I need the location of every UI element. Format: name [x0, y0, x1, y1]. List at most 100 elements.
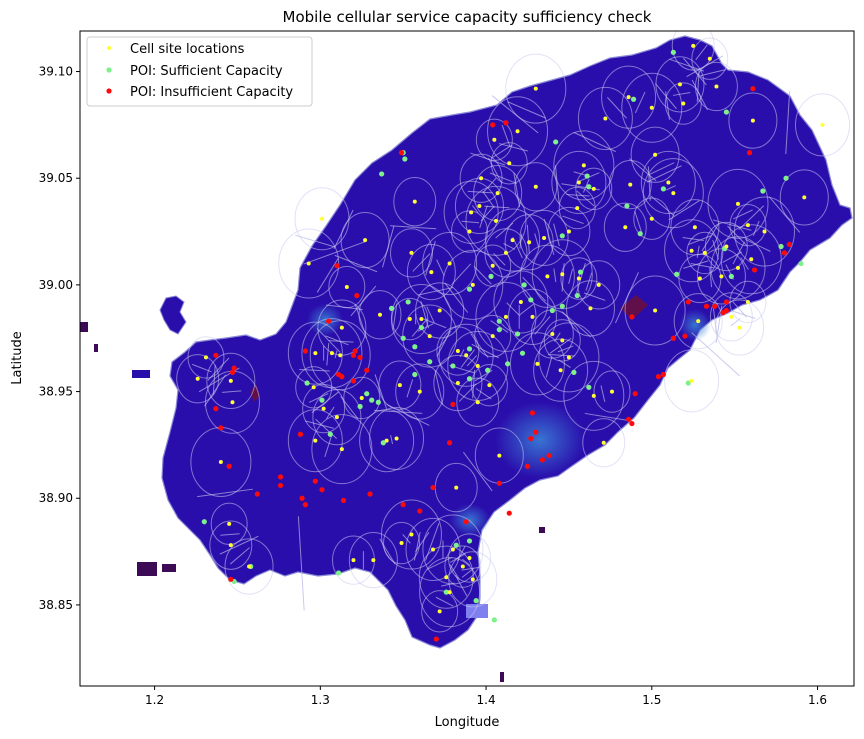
poi-sufficient-point: [400, 335, 406, 341]
voronoi-edge: [490, 144, 513, 159]
poi-sufficient-point: [624, 203, 630, 209]
legend-marker-cell-site: [107, 46, 111, 50]
poi-sufficient-point: [670, 49, 676, 55]
cell-site-point: [479, 176, 484, 181]
coverage-ring: [378, 360, 422, 410]
voronoi-edge: [672, 91, 691, 96]
voronoi-edge: [303, 241, 366, 265]
poi-insufficient-point: [746, 150, 753, 156]
cell-site-point: [397, 383, 402, 388]
voronoi-edge: [482, 177, 497, 194]
voronoi-edge: [549, 337, 572, 354]
voronoi-edge: [426, 556, 453, 570]
cell-site-point: [469, 210, 474, 215]
voronoi-edge: [568, 268, 573, 284]
voronoi-edge: [392, 303, 398, 331]
poi-sufficient-point: [577, 269, 584, 275]
cell-site-point: [470, 282, 475, 287]
voronoi-edge: [557, 345, 574, 353]
coverage-ring: [671, 31, 715, 71]
poi-insufficient-point: [528, 435, 534, 442]
coverage-ring: [507, 288, 557, 345]
poi-insufficient-point: [430, 484, 436, 491]
coverage-glow: [495, 402, 585, 478]
cell-site-point: [696, 319, 701, 324]
voronoi-edge: [691, 332, 740, 377]
voronoi-edge: [412, 253, 431, 272]
voronoi-edge: [545, 356, 553, 378]
voronoi-edge: [484, 205, 510, 209]
coverage-ring: [709, 292, 753, 342]
cell-site-point: [399, 541, 404, 546]
coverage-ring: [514, 162, 558, 212]
coverage-ring: [444, 545, 482, 588]
cell-site-point: [677, 82, 682, 87]
poi-insufficient-point: [450, 401, 456, 407]
cell-site-point: [653, 308, 658, 313]
cell-site-point: [591, 186, 596, 191]
poi-sufficient-point: [485, 367, 491, 373]
cell-site-point: [218, 459, 223, 464]
cell-site-point: [470, 577, 475, 582]
voronoi-edge: [436, 259, 445, 277]
poi-insufficient-point: [228, 576, 234, 582]
cell-site-point: [691, 43, 696, 48]
cell-site-point: [339, 325, 344, 330]
cell-site-point: [623, 225, 628, 230]
coverage-ring: [621, 72, 683, 143]
voronoi-edge: [426, 306, 435, 324]
coverage-ring: [278, 228, 340, 299]
cell-site-point: [394, 436, 399, 441]
coverage-ring: [405, 517, 461, 582]
cell-site-point: [487, 383, 492, 388]
poi-sufficient-point: [660, 186, 667, 192]
voronoi-edge: [325, 335, 349, 346]
poi-sufficient-point: [574, 292, 580, 299]
y-axis-label: Latitude: [10, 331, 25, 385]
poi-sufficient-point: [405, 299, 411, 305]
voronoi-edge: [324, 432, 333, 457]
voronoi-edge: [406, 379, 414, 398]
cell-site-point: [610, 389, 615, 394]
cell-site-point: [724, 244, 729, 249]
voronoi-edge: [297, 516, 305, 611]
coverage-ring: [795, 93, 851, 157]
voronoi-edge: [688, 235, 712, 246]
voronoi-edge: [607, 97, 627, 119]
cell-site-point: [363, 238, 368, 243]
coverage-ring: [358, 290, 402, 340]
legend-marker-poi-sufficient: [106, 67, 112, 73]
voronoi-edge: [374, 374, 388, 409]
islet: [137, 562, 157, 576]
coverage-ring: [575, 167, 613, 211]
voronoi-edge: [712, 219, 752, 231]
poi-sufficient-point: [685, 380, 691, 386]
cell-site-point: [576, 276, 581, 281]
voronoi-edge: [326, 343, 330, 366]
cell-site-point: [515, 129, 520, 134]
coverage-ring: [287, 409, 343, 473]
poi-sufficient-point: [335, 570, 342, 576]
cell-site-point: [377, 312, 382, 317]
coverage-ring: [577, 86, 633, 151]
cell-site-point: [545, 274, 550, 279]
poi-sufficient-point: [380, 440, 386, 446]
cell-site-point: [455, 381, 460, 386]
cell-site-point: [228, 543, 233, 548]
poi-sufficient-point: [412, 344, 418, 350]
legend-label-poi-sufficient: POI: Sufficient Capacity: [130, 64, 283, 79]
cell-site-point: [475, 363, 480, 368]
voronoi-edge: [461, 220, 479, 224]
poi-insufficient-point: [226, 463, 232, 469]
cell-site-point: [437, 609, 442, 614]
cell-site-point: [566, 355, 571, 360]
voronoi-edge: [576, 190, 595, 207]
coverage-glow: [679, 309, 711, 341]
coverage-ring: [686, 231, 724, 275]
voronoi-edge: [462, 451, 493, 492]
voronoi-edge: [553, 268, 557, 283]
x-axis-ticks: 1.2 1.3 1.4 1.5 1.6: [145, 686, 827, 707]
voronoi-edge: [585, 272, 593, 291]
cell-site-point: [689, 378, 694, 383]
voronoi-edge: [418, 287, 453, 296]
